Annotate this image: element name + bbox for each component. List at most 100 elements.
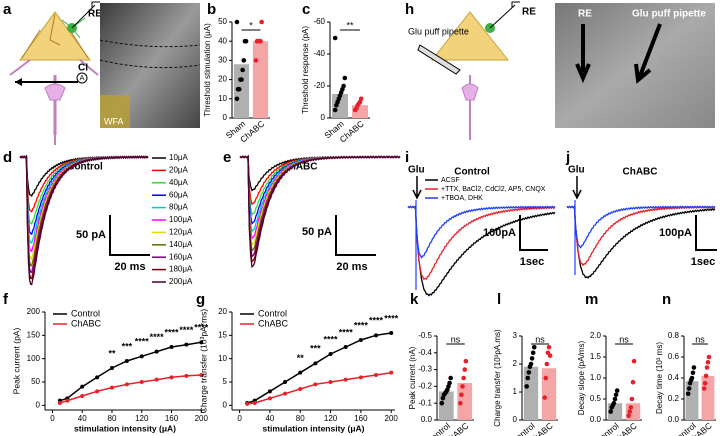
label: A <box>80 75 85 82</box>
panel-letter: j <box>565 149 570 166</box>
data-point <box>139 354 144 359</box>
legend-label: Control <box>71 308 100 318</box>
y-tick-label: -20 <box>313 81 325 90</box>
data-point <box>298 370 303 375</box>
x-tick-label: 120 <box>135 414 149 423</box>
bar <box>457 383 473 420</box>
data-point <box>629 396 635 402</box>
panel-letter: g <box>196 291 205 308</box>
x-tick-label: 160 <box>354 414 368 423</box>
data-point <box>460 384 465 389</box>
y-axis-label: Threshold response (pA) <box>301 26 310 114</box>
data-point <box>530 350 536 356</box>
panel-letter: m <box>585 291 598 308</box>
data-point <box>154 377 159 382</box>
data-point <box>611 400 617 406</box>
y-tick-label: 3 <box>513 331 518 340</box>
data-point <box>124 359 129 363</box>
panel-title: ChABC <box>623 167 658 178</box>
y-axis-label: Decay time (10³ ms) <box>655 342 664 414</box>
data-point <box>543 375 549 381</box>
data-point <box>239 77 244 82</box>
annotation: ** <box>108 348 116 358</box>
trace <box>407 204 556 281</box>
x-tick-label: 160 <box>165 414 179 423</box>
y-tick-label: 2 <box>513 359 518 368</box>
legend-label: 160μA <box>169 252 193 261</box>
y-axis-label: Charge transfer (10³pA.ms) <box>493 329 502 427</box>
legend-label: ChABC <box>258 318 289 328</box>
data-point <box>258 38 263 44</box>
data-point <box>342 75 348 81</box>
panel-letter: b <box>207 1 216 18</box>
data-point <box>691 365 697 370</box>
legend-label: 20μA <box>169 166 189 175</box>
y-tick-label: 10 <box>218 354 227 363</box>
label: RE <box>522 7 536 18</box>
legend-label: ACSF <box>441 177 460 184</box>
data-point <box>374 373 379 377</box>
legend-label: 200μA <box>169 277 193 286</box>
trace <box>407 204 556 297</box>
scale-label: 1sec <box>520 256 544 268</box>
panel-letter: e <box>223 149 231 166</box>
scale-label: 1sec <box>691 256 715 268</box>
bar <box>685 381 699 420</box>
x-tick-label: 80 <box>108 414 117 423</box>
annotation: **** <box>179 325 194 335</box>
y-tick-label: -0.2 <box>418 382 432 391</box>
y-tick-label: 30 <box>218 56 227 65</box>
panel-letter: f <box>3 291 9 308</box>
y-axis-label: Charge transfer (10³pA*ms) <box>198 309 208 414</box>
data-point <box>704 365 710 370</box>
data-point <box>184 342 189 347</box>
data-point <box>332 107 338 113</box>
data-point <box>199 373 204 377</box>
data-point <box>531 344 537 350</box>
y-tick-label: 50 <box>218 17 227 26</box>
y-axis-label: Threshold stimulation (μA) <box>203 23 212 117</box>
scale-label: 20 ms <box>336 261 367 273</box>
data-point <box>313 361 318 366</box>
y-tick-label: 10 <box>218 94 227 103</box>
scale-label: 50 pA <box>302 226 332 238</box>
panel-letter: n <box>662 291 671 308</box>
data-point <box>546 344 552 350</box>
trace <box>19 154 149 267</box>
data-point <box>234 19 240 25</box>
y-tick-label: 0 <box>223 400 228 409</box>
y-tick-label: 0.6 <box>668 352 680 361</box>
x-tick-label: 80 <box>296 414 305 423</box>
data-point <box>109 385 114 390</box>
data-point <box>628 405 634 410</box>
label: Glu puff pipette <box>632 9 706 20</box>
data-point <box>267 396 272 401</box>
y-tick-label: 15 <box>218 330 227 339</box>
y-tick-label: 2.0 <box>590 331 602 340</box>
x-tick-label: 40 <box>78 414 87 423</box>
data-point <box>701 386 707 391</box>
data-point <box>328 352 333 356</box>
data-point <box>703 373 709 379</box>
panel-title: Control <box>67 162 103 173</box>
annotation: **** <box>369 316 384 326</box>
data-point <box>525 375 531 381</box>
annotation: *** <box>310 344 321 354</box>
y-tick-label: -0.5 <box>418 331 432 340</box>
y-tick-label: 1.5 <box>590 352 602 361</box>
sig-label: ns <box>451 334 461 344</box>
data-point <box>283 391 288 396</box>
panel-letter: l <box>497 291 501 308</box>
y-tick-label: 0.5 <box>590 394 602 403</box>
data-point <box>463 358 469 364</box>
data-point <box>240 67 245 73</box>
data-point <box>109 366 114 370</box>
neuron-drawing <box>417 1 520 140</box>
trace <box>19 154 149 286</box>
bar <box>233 64 250 118</box>
x-tick-label: 200 <box>195 414 209 423</box>
data-point <box>705 359 711 365</box>
data-point <box>241 58 247 63</box>
y-tick-label: 0 <box>513 415 518 424</box>
neuron-drawing <box>9 1 100 145</box>
